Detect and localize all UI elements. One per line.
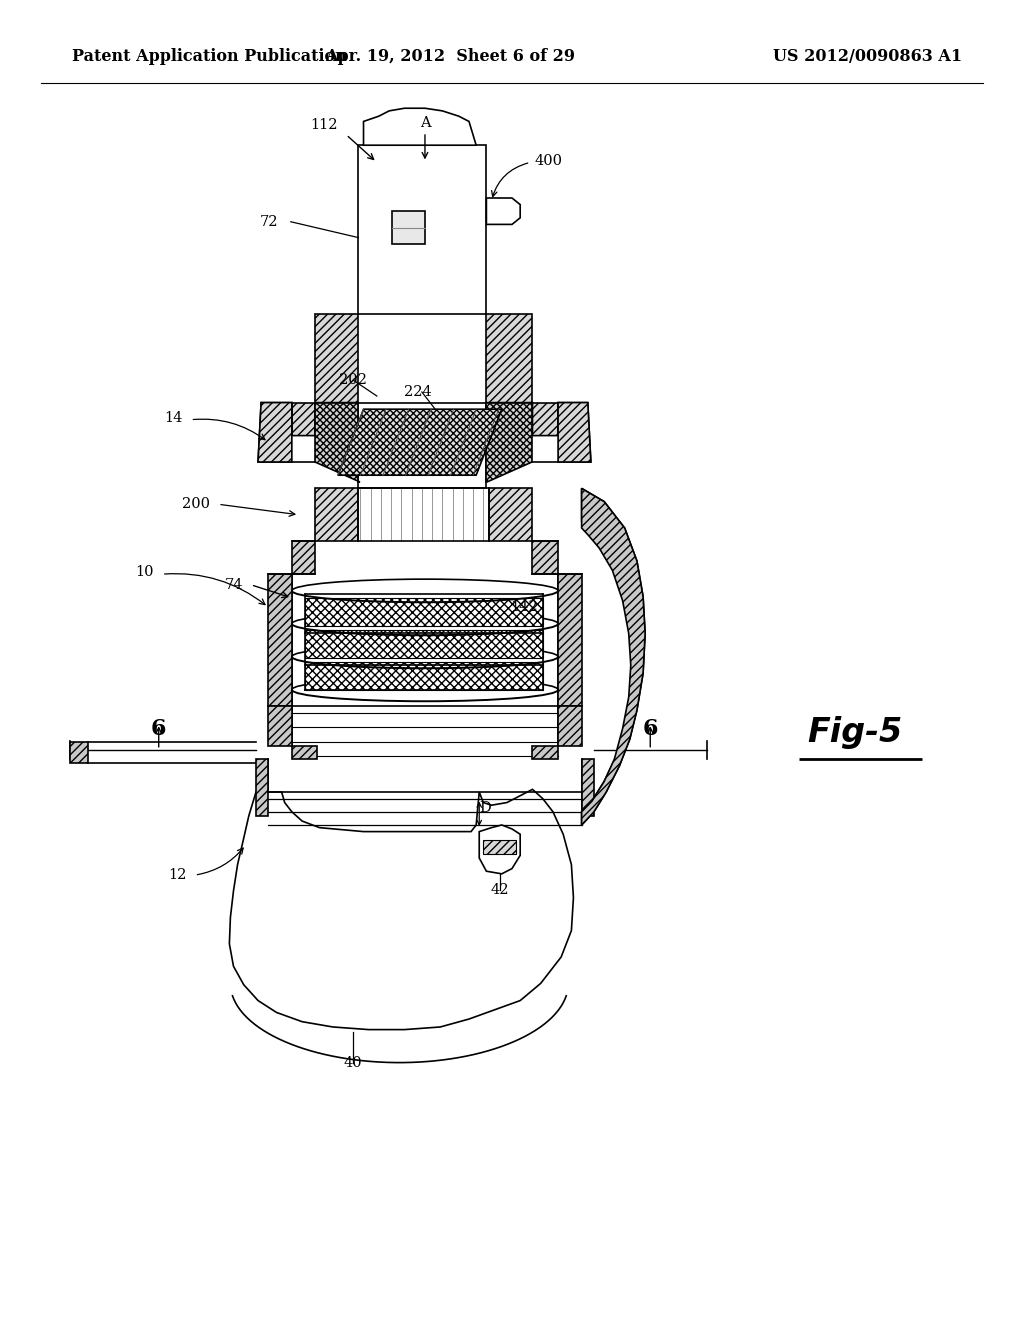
Polygon shape bbox=[292, 746, 317, 759]
Text: Fig-5: Fig-5 bbox=[807, 715, 903, 750]
Polygon shape bbox=[582, 488, 645, 825]
Polygon shape bbox=[229, 789, 573, 1030]
Polygon shape bbox=[70, 742, 88, 763]
Text: 6: 6 bbox=[151, 718, 167, 739]
Polygon shape bbox=[338, 409, 502, 475]
Text: 224: 224 bbox=[403, 385, 432, 399]
Text: 202: 202 bbox=[339, 374, 368, 387]
Text: 6: 6 bbox=[642, 718, 658, 739]
Polygon shape bbox=[268, 574, 292, 706]
Polygon shape bbox=[558, 574, 582, 706]
Polygon shape bbox=[486, 314, 558, 436]
Text: Apr. 19, 2012  Sheet 6 of 29: Apr. 19, 2012 Sheet 6 of 29 bbox=[326, 49, 575, 65]
Polygon shape bbox=[483, 840, 516, 854]
Polygon shape bbox=[358, 145, 486, 314]
Polygon shape bbox=[358, 403, 486, 488]
Text: 14: 14 bbox=[164, 412, 182, 425]
Polygon shape bbox=[486, 403, 591, 462]
Polygon shape bbox=[582, 488, 645, 825]
Polygon shape bbox=[479, 825, 520, 874]
Polygon shape bbox=[268, 706, 292, 746]
Polygon shape bbox=[532, 746, 558, 759]
Polygon shape bbox=[315, 403, 360, 482]
Polygon shape bbox=[258, 403, 358, 462]
Polygon shape bbox=[305, 598, 543, 626]
Text: A: A bbox=[420, 116, 430, 129]
Polygon shape bbox=[256, 759, 268, 816]
Text: 142: 142 bbox=[510, 601, 538, 614]
Polygon shape bbox=[292, 314, 358, 436]
Polygon shape bbox=[292, 541, 315, 574]
Text: 112: 112 bbox=[310, 119, 338, 132]
Text: 12: 12 bbox=[168, 869, 186, 882]
Polygon shape bbox=[305, 630, 543, 659]
Polygon shape bbox=[486, 403, 532, 482]
Polygon shape bbox=[258, 403, 292, 462]
Text: 200: 200 bbox=[182, 498, 210, 511]
Text: 400: 400 bbox=[535, 154, 562, 168]
Text: 10: 10 bbox=[135, 565, 154, 578]
Polygon shape bbox=[558, 403, 591, 462]
Text: Patent Application Publication: Patent Application Publication bbox=[72, 49, 346, 65]
Text: 74: 74 bbox=[225, 578, 244, 591]
Polygon shape bbox=[582, 759, 594, 816]
Polygon shape bbox=[315, 488, 358, 541]
Text: US 2012/0090863 A1: US 2012/0090863 A1 bbox=[773, 49, 963, 65]
Polygon shape bbox=[532, 541, 558, 574]
Polygon shape bbox=[486, 198, 520, 224]
Polygon shape bbox=[305, 663, 543, 690]
Text: 40: 40 bbox=[344, 1056, 362, 1069]
Text: D: D bbox=[479, 801, 490, 814]
Text: 42: 42 bbox=[490, 883, 509, 896]
Text: 72: 72 bbox=[260, 215, 279, 228]
Polygon shape bbox=[392, 211, 425, 244]
Polygon shape bbox=[364, 108, 476, 145]
Polygon shape bbox=[489, 488, 532, 541]
Polygon shape bbox=[558, 706, 582, 746]
